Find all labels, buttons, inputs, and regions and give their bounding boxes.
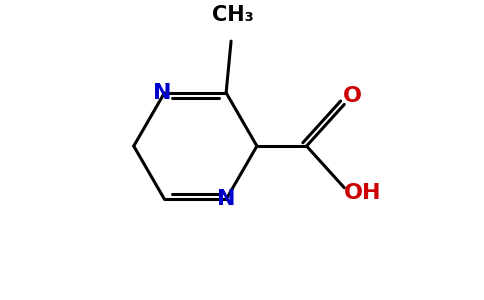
Text: O: O (343, 86, 362, 106)
Text: N: N (217, 189, 235, 209)
Text: OH: OH (344, 183, 381, 203)
Text: N: N (153, 83, 172, 103)
Text: CH₃: CH₃ (212, 5, 254, 25)
